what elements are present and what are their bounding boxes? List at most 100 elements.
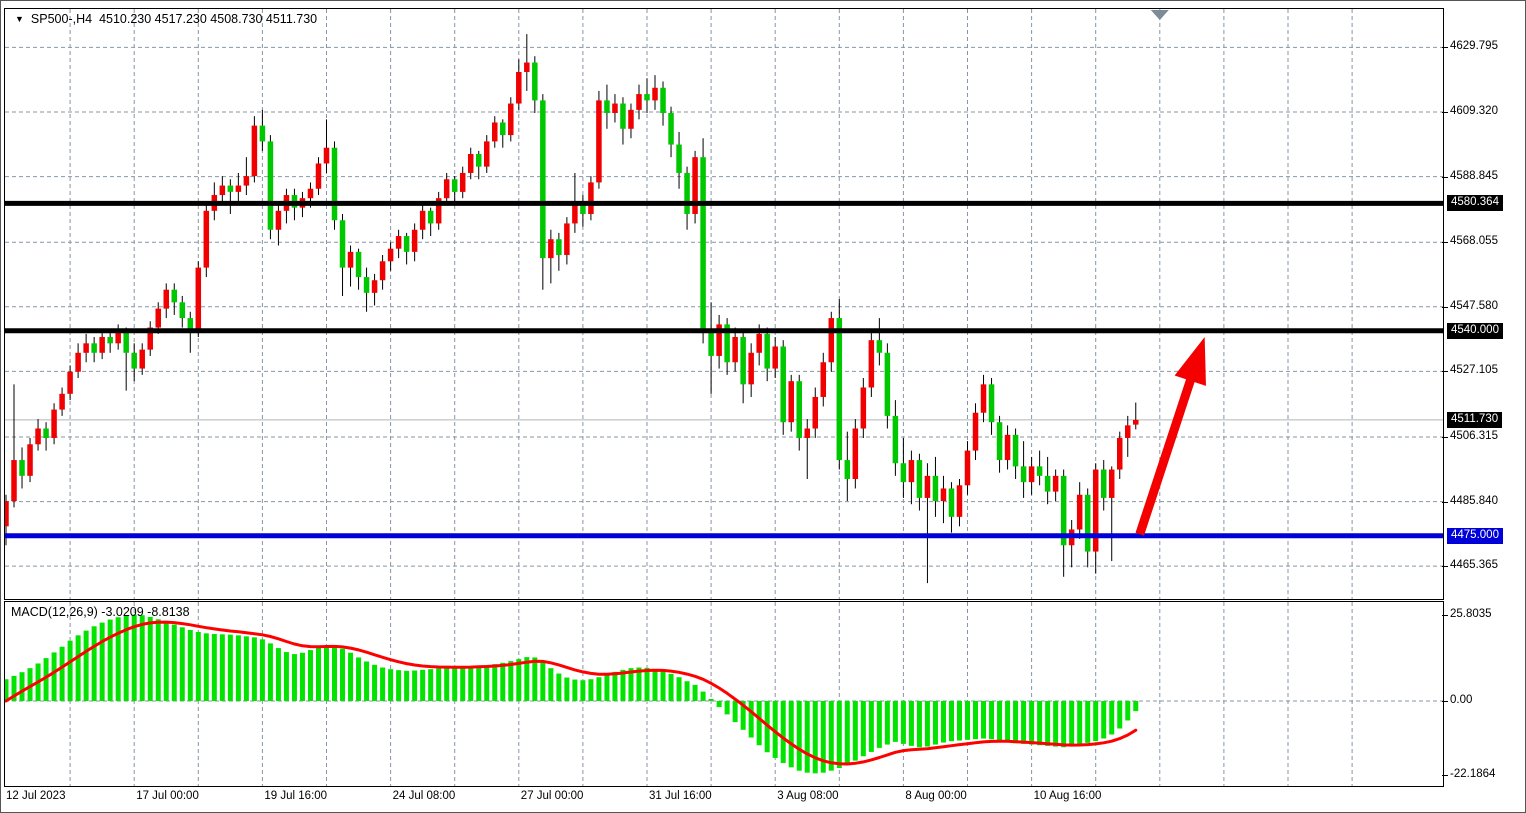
candle-body bbox=[892, 415, 899, 464]
candle-body bbox=[852, 428, 859, 479]
candle-body bbox=[908, 460, 915, 483]
candle-body bbox=[323, 147, 330, 164]
candle-body bbox=[788, 381, 794, 423]
macd-histogram-bar bbox=[43, 658, 49, 701]
macd-histogram-bar bbox=[243, 636, 249, 701]
candle-body bbox=[588, 182, 594, 214]
price-level-label: 4580.364 bbox=[1447, 195, 1503, 212]
candle-body bbox=[948, 488, 955, 517]
macd-histogram-bar bbox=[75, 635, 81, 701]
candle-body bbox=[395, 236, 402, 249]
macd-axis-label: 25.8035 bbox=[1450, 607, 1492, 620]
candle-body bbox=[1012, 434, 1019, 467]
candle-body bbox=[940, 488, 947, 502]
candle-body bbox=[636, 94, 642, 110]
macd-histogram-bar bbox=[548, 668, 554, 701]
time-axis-label: 10 Aug 16:00 bbox=[1033, 790, 1102, 802]
candle-body bbox=[596, 100, 602, 183]
price-axis-label: 4506.315 bbox=[1450, 429, 1498, 442]
macd-chart[interactable] bbox=[5, 602, 1443, 786]
macd-histogram-bar bbox=[564, 677, 570, 701]
macd-histogram-bar bbox=[1085, 701, 1091, 743]
macd-histogram-bar bbox=[404, 670, 410, 701]
macd-histogram bbox=[5, 614, 1139, 774]
candle-body bbox=[275, 210, 282, 230]
macd-histogram-bar bbox=[924, 701, 930, 747]
macd-histogram-bar bbox=[476, 665, 482, 701]
macd-histogram-bar bbox=[227, 634, 233, 701]
time-axis-label: 3 Aug 08:00 bbox=[777, 790, 839, 802]
candle-body bbox=[508, 103, 514, 136]
candle-body bbox=[243, 176, 250, 186]
macd-axis-label: 0.00 bbox=[1450, 694, 1473, 706]
macd-histogram-bar bbox=[332, 646, 338, 701]
macd-histogram-bar bbox=[5, 679, 9, 701]
candle-body bbox=[756, 333, 762, 353]
macd-histogram-bar bbox=[91, 626, 97, 701]
candle-body bbox=[708, 330, 714, 356]
macd-histogram-bar bbox=[11, 675, 17, 701]
candle-body bbox=[179, 302, 186, 319]
macd-histogram-bar bbox=[396, 670, 402, 701]
macd-histogram-bar bbox=[604, 674, 610, 701]
main-chart-pane[interactable] bbox=[4, 8, 1444, 600]
macd-histogram-bar bbox=[299, 652, 305, 701]
macd-histogram-bar bbox=[51, 652, 57, 701]
price-axis-tick bbox=[1442, 112, 1448, 113]
candle-body bbox=[1108, 469, 1115, 498]
candle-body bbox=[131, 352, 137, 369]
arrow-head[interactable] bbox=[1174, 337, 1206, 386]
candle-body bbox=[259, 125, 266, 142]
macd-axis-tick bbox=[1442, 775, 1448, 777]
macd-histogram-bar bbox=[780, 701, 786, 763]
arrow-shaft[interactable] bbox=[1135, 373, 1197, 536]
macd-histogram-bar bbox=[1069, 701, 1075, 747]
macd-histogram-bar bbox=[892, 701, 898, 742]
macd-histogram-bar bbox=[916, 701, 922, 748]
candlestick-chart[interactable] bbox=[5, 9, 1443, 599]
candle-body bbox=[331, 147, 338, 221]
macd-histogram-bar bbox=[420, 669, 426, 701]
candle-body bbox=[139, 349, 145, 369]
macd-histogram-bar bbox=[524, 657, 530, 701]
macd-axis-label: -22.1864 bbox=[1450, 768, 1496, 781]
macd-histogram-bar bbox=[997, 701, 1003, 741]
macd-histogram-bar bbox=[115, 617, 121, 701]
macd-histogram-bar bbox=[676, 677, 682, 701]
candle-body bbox=[443, 179, 450, 199]
candle-body bbox=[403, 236, 410, 252]
macd-histogram-bar bbox=[436, 668, 442, 701]
macd-histogram-bar bbox=[484, 665, 490, 701]
candle-body bbox=[564, 223, 570, 255]
macd-indicator-label: MACD(12,26,9) -3.0209 -8.8138 bbox=[11, 605, 190, 619]
candle-body bbox=[964, 450, 971, 486]
candle-body bbox=[780, 346, 786, 423]
macd-histogram-bar bbox=[59, 646, 65, 701]
macd-histogram-bar bbox=[235, 635, 241, 701]
macd-indicator-pane[interactable] bbox=[4, 601, 1444, 787]
candle-body bbox=[836, 318, 843, 461]
macd-histogram-bar bbox=[900, 701, 906, 744]
price-level-label: 4475.000 bbox=[1447, 527, 1503, 544]
candle-body bbox=[956, 485, 963, 517]
chart-shift-marker-icon[interactable] bbox=[1150, 10, 1169, 20]
candle-body bbox=[556, 239, 562, 255]
symbol-dropdown-icon[interactable]: ▼ bbox=[15, 13, 24, 24]
candle-body bbox=[740, 337, 746, 385]
macd-histogram-bar bbox=[508, 661, 514, 701]
candle-body bbox=[427, 210, 434, 224]
price-axis-label: 4485.840 bbox=[1450, 494, 1498, 507]
candle-body bbox=[580, 201, 586, 214]
macd-histogram-bar bbox=[1093, 701, 1099, 742]
price-axis-label: 4629.795 bbox=[1450, 40, 1498, 53]
candle-body bbox=[1028, 466, 1035, 483]
price-axis-tick bbox=[1442, 371, 1448, 373]
macd-histogram-bar bbox=[532, 657, 538, 701]
macd-histogram-bar bbox=[748, 701, 754, 738]
candles-group bbox=[5, 34, 1139, 584]
macd-histogram-bar bbox=[179, 627, 185, 701]
candle-body bbox=[676, 144, 682, 173]
candle-body bbox=[828, 318, 835, 363]
macd-histogram-bar bbox=[804, 701, 810, 773]
macd-histogram-bar bbox=[708, 698, 714, 701]
